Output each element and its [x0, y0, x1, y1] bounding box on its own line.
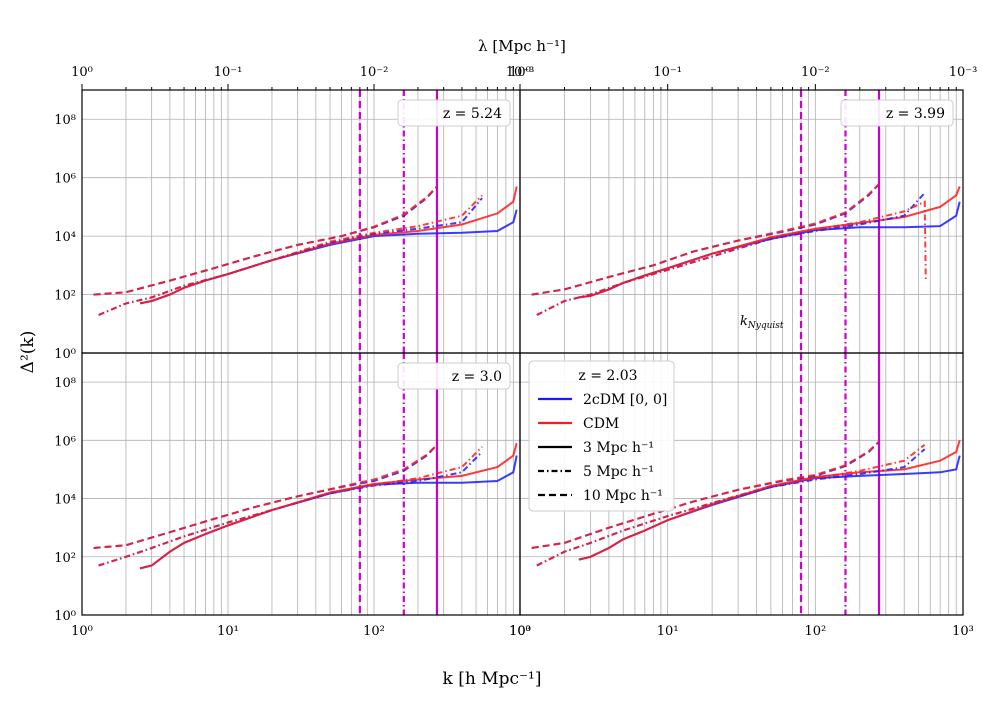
series-line	[536, 448, 926, 567]
top-ticks	[81, 84, 514, 90]
nyquist-label-sub: Nyquist	[747, 321, 784, 331]
legend-label: CDM	[583, 416, 619, 432]
top-tick-label: 10⁻¹	[214, 65, 243, 80]
legend-label: 3 Mpc h⁻¹	[583, 440, 654, 456]
series-line	[139, 186, 518, 305]
series-line	[93, 444, 438, 549]
legend-label: 2cDM [0, 0]	[583, 392, 667, 408]
series-line	[578, 186, 961, 299]
series-line	[536, 200, 927, 316]
y-tick-label: 10²	[54, 551, 76, 566]
y-tick-label: 10⁰	[54, 347, 76, 362]
y-tick-label: 10⁶	[54, 434, 76, 449]
grid	[81, 353, 520, 616]
series-line	[98, 446, 483, 567]
top-tick-label: 10⁰	[509, 65, 531, 80]
series-line	[98, 197, 483, 316]
top-tick-label: 10⁻²	[801, 65, 830, 80]
series-line	[93, 185, 438, 296]
x-tick-label: 10³	[509, 624, 531, 639]
x-tick-label: 10²	[804, 624, 826, 639]
legend-label: 5 Mpc h⁻¹	[583, 464, 654, 480]
redshift-box	[397, 362, 511, 390]
top-tick-label: 10⁻¹	[653, 65, 682, 80]
series-line	[98, 194, 483, 316]
series-line	[531, 440, 880, 549]
legend-label: 10 Mpc h⁻¹	[583, 488, 663, 504]
y-axis-label: Δ²(k)	[18, 331, 38, 374]
top-ticks	[519, 84, 957, 90]
series-line	[531, 183, 880, 296]
y-tick-label: 10²	[54, 289, 76, 304]
top-tick-label: 10⁻³	[506, 65, 535, 80]
grid	[81, 90, 520, 354]
series-line	[536, 192, 926, 316]
redshift-box	[397, 99, 511, 127]
x-tick-label: 10¹	[657, 624, 679, 639]
series-line	[93, 185, 438, 296]
top-tick-label: 10⁻³	[949, 65, 978, 80]
y-tick-label: 10⁸	[54, 376, 76, 391]
y-tick-label: 10⁴	[54, 493, 76, 508]
x-tick-label: 10¹	[217, 624, 239, 639]
x-tick-label: 10²	[363, 624, 385, 639]
y-tick-label: 10⁰	[54, 609, 76, 624]
nyquist-label: kNyquist	[740, 314, 784, 331]
panel-top-left: z = 5.24 10⁰ 10² 10⁴ 10⁶ 10⁸ 10⁰ 10⁻¹ 10⁻² 10⁻³	[54, 65, 534, 362]
x-tick-label: 10⁰	[71, 624, 93, 639]
redshift-label: z = 3.99	[886, 106, 945, 122]
axes-frame	[519, 352, 964, 616]
labels-layer: k [h Mpc⁻¹] λ [Mpc h⁻¹] Δ²(k) kNyquist	[18, 37, 784, 689]
y-tick-label: 10⁸	[54, 113, 76, 128]
redshift-label: z = 3.0	[452, 369, 502, 385]
y-tick-label: 10⁴	[54, 230, 76, 245]
legend-title: z = 2.03	[578, 368, 637, 384]
redshift-box	[840, 99, 954, 127]
top-tick-label: 10⁻²	[360, 65, 389, 80]
series-line	[139, 442, 518, 570]
panel-bottom-left: z = 3.0 10⁰ 10² 10⁴ 10⁶ 10⁸ 10⁰ 10¹ 10² 10³	[54, 352, 531, 639]
y-tick-label: 10⁶	[54, 172, 76, 187]
nyquist-label-k: k	[740, 314, 748, 329]
top-x-axis-label: λ [Mpc h⁻¹]	[478, 37, 566, 55]
x-tick-label: 10⁰	[509, 624, 531, 639]
x-axis-label: k [h Mpc⁻¹]	[443, 669, 542, 689]
legend: z = 2.03 2cDM [0, 0] CDM 3 Mpc h⁻¹ 5 Mpc h⁻…	[528, 360, 675, 512]
series-line	[98, 451, 483, 567]
axes-frame	[81, 352, 521, 616]
redshift-label: z = 5.24	[443, 106, 502, 122]
x-tick-label: 10³	[952, 624, 974, 639]
series-line	[93, 444, 438, 549]
series-line	[536, 444, 926, 567]
axes-frame	[81, 89, 521, 354]
legend-entries: 2cDM [0, 0] CDM 3 Mpc h⁻¹ 5 Mpc h⁻¹ 10 Mpc h…	[538, 392, 667, 504]
panel-top-right: z = 3.99 10⁰ 10⁻¹ 10⁻² 10⁻³	[509, 65, 978, 354]
top-tick-label: 10⁰	[71, 65, 93, 80]
series-line	[531, 183, 880, 296]
